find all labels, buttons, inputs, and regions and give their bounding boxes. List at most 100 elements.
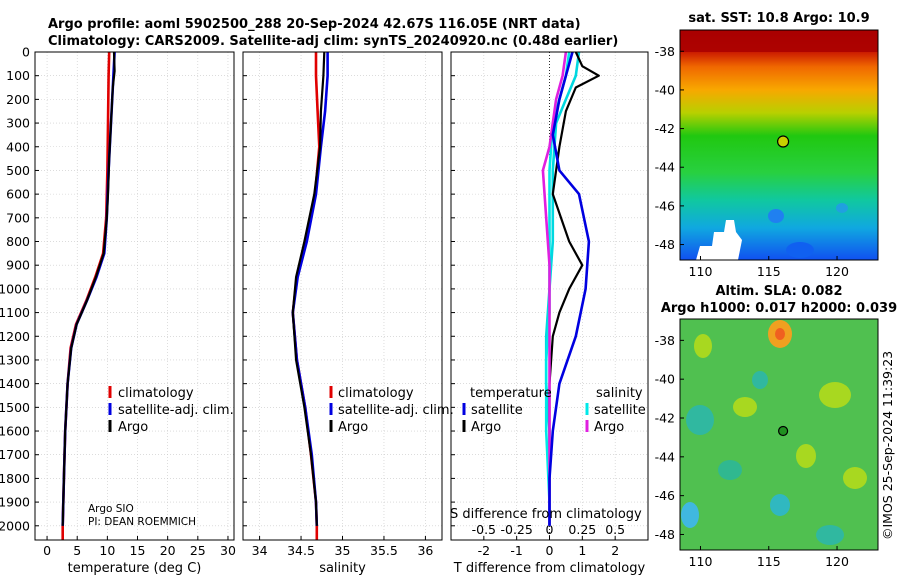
x-tick-label: 25 <box>190 543 206 558</box>
sla-low <box>752 371 768 389</box>
legend-label-climatology: climatology <box>118 386 194 401</box>
x-axis-label: T difference from climatology <box>453 561 646 576</box>
y-tick-label: 900 <box>6 258 30 273</box>
temperature-panel: 0 5 10 15 20 25 300100200300400500600700800900… <box>0 45 236 577</box>
y-tick-label: 2000 <box>0 518 30 533</box>
s-tick-label: 0.5 <box>605 522 625 537</box>
sst-cold-eddy <box>836 203 848 213</box>
y-tick-label: 1400 <box>0 376 30 391</box>
series-line-argo <box>291 51 326 526</box>
y-tick-label: 400 <box>6 139 30 154</box>
difference-panel: -2 -1 0 1 2 -0.5 -0.25 0 0.25 0.5 T difference fro… <box>450 51 649 576</box>
x-tick-label: 36 <box>417 543 433 558</box>
map-x-tick-label: 115 <box>757 554 781 569</box>
map-x-tick-label: 120 <box>825 554 849 569</box>
x-axis-label: salinity <box>319 561 366 576</box>
legend-label-satellite: satellite-adj. clim. <box>118 403 234 418</box>
sla-map-title-1: Altim. SLA: 0.082 <box>716 284 843 299</box>
s-tick-label: 0.25 <box>568 522 596 537</box>
y-tick-label: 1600 <box>0 424 30 439</box>
argo-float-marker <box>777 425 789 437</box>
y-tick-label: 1900 <box>0 495 30 510</box>
map-x-tick-label: 110 <box>689 554 713 569</box>
y-tick-label: 700 <box>6 210 30 225</box>
s-difference-axis-label: S difference from climatology <box>450 507 642 522</box>
x-tick-label: -1 <box>510 543 522 558</box>
x-tick-label: 35.5 <box>370 543 398 558</box>
x-tick-label: 35 <box>335 543 351 558</box>
series-line-satellite-total <box>548 51 591 526</box>
s-tick-label: 0 <box>546 522 554 537</box>
legend-label-satellite-t: satellite <box>471 403 523 418</box>
credit-stamp: ©IMOS 25-Sep-2024 11:39:23 <box>880 351 895 540</box>
s-tick-label: -0.25 <box>500 522 532 537</box>
sla-low <box>686 405 714 435</box>
temperature-legend: climatology satellite-adj. clim. Argo <box>108 386 234 435</box>
title-line-2: Climatology: CARS2009. Satellite-adj cli… <box>48 34 618 49</box>
x-tick-label: 0 <box>43 543 51 558</box>
map-y-tick-label: -46 <box>655 198 675 213</box>
sla-frame <box>679 318 879 551</box>
sla-feature <box>733 397 757 417</box>
legend-label-satellite: satellite-adj. clim. <box>338 403 454 418</box>
sla-feature <box>694 334 712 358</box>
sla-feature <box>843 467 867 489</box>
legend-title-salinity: salinity <box>596 386 643 401</box>
y-tick-label: 1100 <box>0 305 30 320</box>
legend-label-satellite-s: satellite <box>594 403 646 418</box>
y-tick-label: 0 <box>22 45 30 60</box>
y-tick-label: 1200 <box>0 329 30 344</box>
annotation-argo-sio: Argo SIO <box>88 503 134 515</box>
legend-label-argo: Argo <box>338 420 368 435</box>
series-line-argo-s <box>541 51 568 526</box>
legend-label-argo-s: Argo <box>594 420 624 435</box>
legend-label-argo-t: Argo <box>471 420 501 435</box>
x-tick-label: 30 <box>220 543 236 558</box>
y-tick-label: 1500 <box>0 400 30 415</box>
series-line-argo <box>61 51 116 526</box>
y-tick-label: 800 <box>6 234 30 249</box>
x-tick-label: 5 <box>73 543 81 558</box>
map-x-tick-label: 120 <box>825 264 849 279</box>
x-tick-label: 10 <box>99 543 115 558</box>
x-axis-label: temperature (deg C) <box>68 561 202 576</box>
sst-cold-eddy <box>768 209 784 223</box>
x-tick-label: -2 <box>478 543 490 558</box>
map-y-tick-label: -44 <box>655 449 675 464</box>
x-tick-label: 1 <box>578 543 586 558</box>
x-tick-label: 2 <box>611 543 619 558</box>
title-line-1: Argo profile: aoml 5902500_288 20-Sep-20… <box>48 17 581 32</box>
map-y-tick-label: -38 <box>655 333 675 348</box>
plot-frame <box>242 51 443 541</box>
sla-high-core <box>775 328 785 340</box>
sla-low <box>816 525 844 545</box>
sst-missing-data <box>696 220 742 260</box>
sla-feature <box>796 444 816 468</box>
plot-area <box>35 52 234 540</box>
plot-frame <box>34 51 235 541</box>
sst-frame <box>679 29 879 261</box>
map-x-tick-label: 115 <box>757 264 781 279</box>
x-tick-label: 34 <box>252 543 268 558</box>
sst-cold-patch <box>786 242 814 258</box>
sla-low <box>770 494 790 516</box>
x-tick-label: 20 <box>160 543 176 558</box>
y-tick-label: 200 <box>6 92 30 107</box>
map-y-tick-label: -48 <box>655 527 675 542</box>
sst-map-title: sat. SST: 10.8 Argo: 10.9 <box>688 11 869 26</box>
annotation-pi: PI: DEAN ROEMMICH <box>88 516 196 528</box>
legend-label-climatology: climatology <box>338 386 414 401</box>
map-y-tick-label: -48 <box>655 237 675 252</box>
x-tick-label: 15 <box>130 543 146 558</box>
map-y-tick-label: -38 <box>655 44 675 59</box>
y-tick-label: 1300 <box>0 352 30 367</box>
map-y-tick-label: -40 <box>655 82 675 97</box>
sla-map: 110 115 120 -38 -40 -42 -44 -46 -48 <box>655 318 879 569</box>
legend-label-argo: Argo <box>118 420 148 435</box>
y-tick-label: 1000 <box>0 281 30 296</box>
map-y-tick-label: -44 <box>655 160 675 175</box>
sla-low <box>718 460 742 480</box>
sst-map: 110 115 120 -38 -40 -42 -44 -46 -48 <box>655 29 879 279</box>
x-tick-label: 34.5 <box>287 543 315 558</box>
